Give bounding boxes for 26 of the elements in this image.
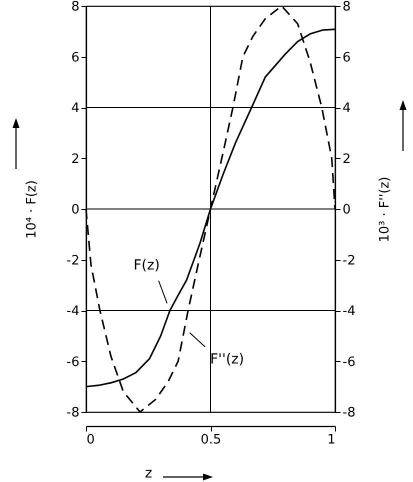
annotation: F''(z) [210, 351, 244, 368]
y2-tick-label: -6 [342, 354, 356, 370]
y2-tick-label: 0 [342, 202, 351, 218]
y2-tick-label: -4 [342, 304, 356, 319]
y-tick-label: -6 [66, 354, 80, 370]
y2-tick-label: -2 [342, 253, 356, 268]
x-tick-label: 1 [327, 432, 336, 448]
annotation: F(z) [133, 257, 160, 274]
y-tick-label: -8 [66, 406, 80, 420]
y-tick-label: 8 [71, 0, 80, 14]
x-tick-label: 0 [86, 432, 95, 448]
y2-axis-title: 10³ · F''(z) [377, 176, 392, 242]
y2-tick-label: 2 [342, 152, 351, 167]
y-axis-title: 10⁴ · F(z) [24, 180, 40, 239]
y-tick-label: 4 [71, 101, 80, 116]
y2-tick-label: 8 [342, 0, 351, 14]
y-tick-label: 0 [71, 202, 80, 218]
y2-tick-label: -8 [342, 406, 356, 420]
x-axis-title: z [144, 466, 152, 482]
y2-tick-label: 6 [342, 50, 351, 66]
y-tick-label: 6 [71, 50, 80, 66]
y-tick-label: -2 [66, 253, 80, 268]
y-tick-label: 2 [71, 152, 80, 167]
y2-tick-label: 4 [342, 101, 351, 116]
y-tick-label: -4 [66, 304, 80, 319]
x-tick-label: 0.5 [200, 432, 222, 448]
